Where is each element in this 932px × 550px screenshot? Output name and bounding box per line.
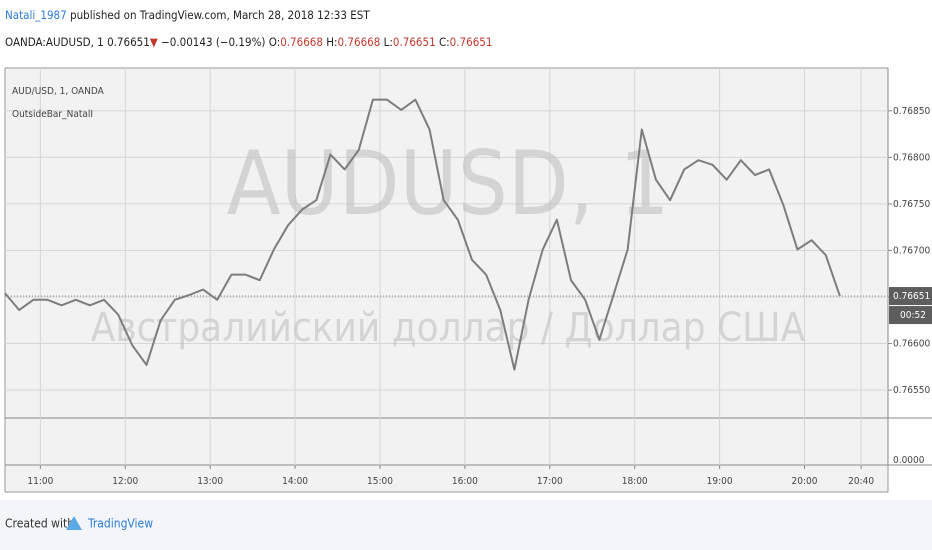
x-tick-label: 19:00: [707, 476, 733, 487]
x-tick-label: 20:00: [792, 476, 818, 487]
close: 0.76651: [449, 35, 493, 49]
last-price-label: 0.76651: [893, 291, 930, 302]
y-tick-label: 0.76700: [893, 245, 930, 256]
countdown-box: [889, 306, 932, 325]
x-tick-label: 11:00: [27, 476, 53, 487]
high: 0.76668: [337, 35, 381, 49]
low: 0.76651: [392, 35, 436, 49]
footer-brand[interactable]: TradingView: [87, 517, 153, 531]
chart-frame: [4, 67, 889, 493]
x-tick-label: 15:00: [367, 476, 393, 487]
legend-title: AUD/USD, 1, OANDA: [12, 86, 105, 97]
open-label: O:: [268, 35, 281, 49]
y-tick-label: 0.76750: [893, 199, 930, 210]
last: 0.76651: [107, 35, 150, 49]
x-tick-label: 16:00: [452, 476, 478, 487]
watermark-subtitle: Австралийский доллар / Доллар США: [91, 305, 806, 351]
symbol: OANDA:AUDUSD, 1: [5, 35, 104, 49]
y-tick-label: 0.76550: [893, 385, 930, 396]
watermark: AUDUSD, 1: [227, 132, 670, 235]
y-tick-label: 0.76600: [893, 339, 930, 350]
x-tick-label: 13:00: [197, 476, 223, 487]
countdown-label: 00:52: [900, 310, 926, 321]
published: published on TradingView.com, March 28, …: [70, 8, 370, 22]
open: 0.76668: [280, 35, 323, 49]
price-line: [4, 98, 841, 371]
x-tick-label: 12:00: [112, 476, 138, 487]
footer-created: Created with: [5, 517, 74, 531]
indicator-tick: 0.0000: [893, 455, 925, 466]
header: Natali_1987 published on TradingView.com…: [5, 8, 370, 22]
change: −0.00143 (−0.19%): [161, 35, 266, 49]
last-price-box: [889, 287, 932, 306]
logo: [66, 516, 82, 530]
close-label: C:: [438, 35, 450, 49]
x-tick-label: 20:40: [848, 476, 874, 487]
arrow: ▼: [149, 35, 158, 49]
indicator-name: OutsideBar_NatalI: [12, 109, 93, 120]
author[interactable]: Natali_1987: [5, 8, 67, 22]
high-label: H:: [326, 35, 338, 49]
y-tick-label: 0.76850: [893, 106, 930, 117]
y-tick-label: 0.76800: [893, 152, 930, 163]
low-label: L:: [383, 35, 393, 49]
x-tick-label: 14:00: [282, 476, 308, 487]
x-tick-label: 18:00: [622, 476, 648, 487]
quote-line: OANDA:AUDUSD, 1 0.76651▼ −0.00143 (−0.19…: [5, 35, 492, 49]
footer-band: [0, 500, 932, 550]
x-tick-label: 17:00: [537, 476, 563, 487]
